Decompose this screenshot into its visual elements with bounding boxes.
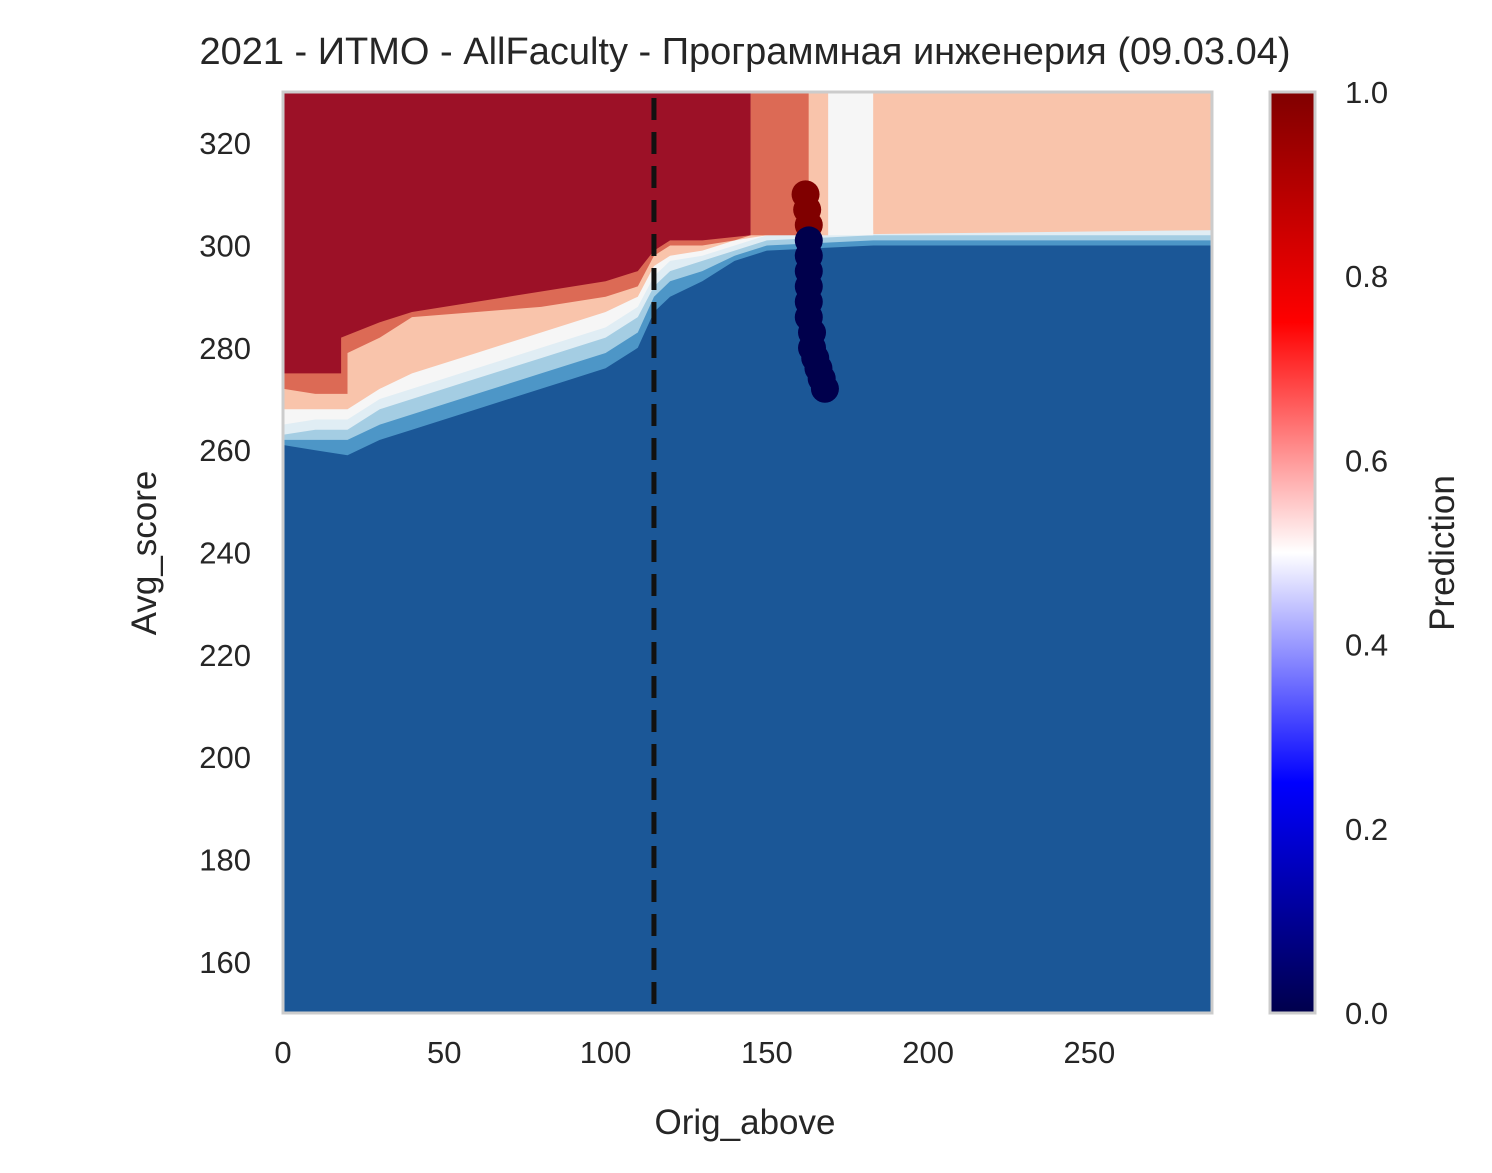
- y-tick-label: 220: [199, 638, 251, 673]
- colorbar-gradient: [1270, 92, 1315, 1013]
- contour-band-upper-right: [873, 92, 1212, 230]
- x-tick-label: 150: [741, 1035, 793, 1070]
- y-tick-label: 320: [199, 126, 251, 161]
- y-tick-label: 240: [199, 536, 251, 571]
- y-tick-label: 180: [199, 843, 251, 878]
- colorbar-tick-label: 0.6: [1345, 443, 1388, 478]
- y-tick-label: 280: [199, 331, 251, 366]
- colorbar-tick-label: 0.4: [1345, 628, 1388, 663]
- y-tick-label: 200: [199, 740, 251, 775]
- y-tick-label: 160: [199, 945, 251, 980]
- x-tick-label: 0: [274, 1035, 291, 1070]
- x-tick-label: 250: [1064, 1035, 1116, 1070]
- y-tick-label: 260: [199, 433, 251, 468]
- colorbar-label: Prediction: [1423, 475, 1462, 631]
- x-tick-label: 200: [902, 1035, 954, 1070]
- colorbar-tick-label: 0.0: [1345, 996, 1388, 1031]
- y-axis-ticks: 160 180 200 220 240 260 280 300 320: [199, 126, 251, 980]
- y-tick-label: 300: [199, 229, 251, 264]
- colorbar: 0.0 0.2 0.4 0.6 0.8 1.0 Prediction: [1270, 75, 1462, 1031]
- y-axis-label: Avg_score: [125, 471, 164, 636]
- colorbar-ticks: 0.0 0.2 0.4 0.6 0.8 1.0: [1345, 75, 1388, 1031]
- x-tick-label: 100: [580, 1035, 632, 1070]
- colorbar-tick-label: 1.0: [1345, 75, 1388, 110]
- scatter-point: [811, 375, 839, 403]
- x-tick-label: 50: [427, 1035, 461, 1070]
- colorbar-tick-label: 0.8: [1345, 259, 1388, 294]
- x-axis-ticks: 0 50 100 150 200 250: [274, 1035, 1115, 1070]
- chart-title: 2021 - ИТМО - AllFaculty - Программная и…: [199, 31, 1290, 73]
- colorbar-tick-label: 0.2: [1345, 812, 1388, 847]
- plot-area: [283, 92, 1212, 1013]
- contour-band-upper-white: [828, 92, 873, 235]
- x-axis-label: Orig_above: [655, 1103, 836, 1142]
